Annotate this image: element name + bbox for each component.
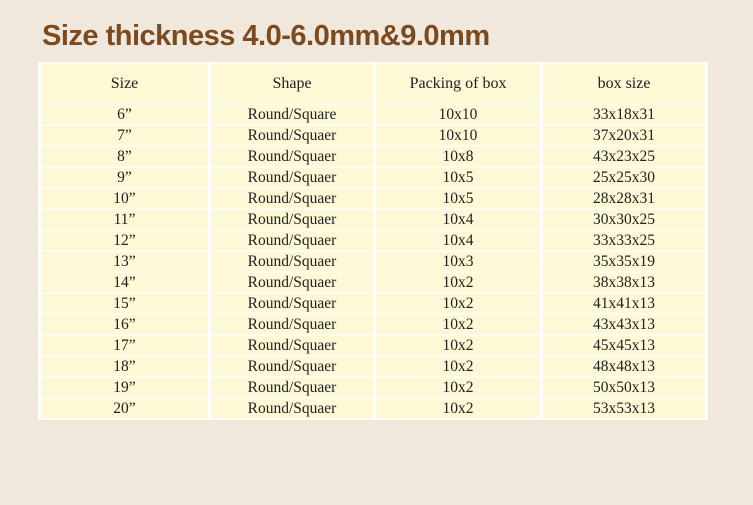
cell-shape: Round/Squaer bbox=[208, 166, 376, 189]
cell-size: 17” bbox=[38, 334, 211, 357]
cell-size: 9” bbox=[38, 166, 211, 189]
cell-shape: Round/Squaer bbox=[208, 355, 376, 378]
cell-packing-of-box: 10x10 bbox=[373, 103, 543, 126]
cell-packing-of-box: 10x2 bbox=[373, 334, 543, 357]
table-row: 7” Round/Squaer 10x10 37x20x31 bbox=[38, 124, 708, 147]
table-row: 16” Round/Squaer 10x2 43x43x13 bbox=[38, 313, 708, 336]
cell-box-size: 53x53x13 bbox=[540, 397, 708, 420]
page-title: Size thickness 4.0-6.0mm&9.0mm bbox=[42, 20, 490, 52]
cell-packing-of-box: 10x2 bbox=[373, 376, 543, 399]
cell-packing-of-box: 10x5 bbox=[373, 166, 543, 189]
cell-size: 14” bbox=[38, 271, 211, 294]
cell-shape: Round/Squaer bbox=[208, 334, 376, 357]
cell-shape: Round/Squaer bbox=[208, 187, 376, 210]
cell-shape: Round/Squaer bbox=[208, 208, 376, 231]
table-row: 11” Round/Squaer 10x4 30x30x25 bbox=[38, 208, 708, 231]
table-body: 6” Round/Square 10x10 33x18x31 7” Round/… bbox=[38, 103, 708, 420]
cell-size: 10” bbox=[38, 187, 211, 210]
table-row: 12” Round/Squaer 10x4 33x33x25 bbox=[38, 229, 708, 252]
cell-shape: Round/Squaer bbox=[208, 250, 376, 273]
cell-box-size: 43x43x13 bbox=[540, 313, 708, 336]
cell-size: 13” bbox=[38, 250, 211, 273]
cell-shape: Round/Squaer bbox=[208, 229, 376, 252]
cell-box-size: 25x25x30 bbox=[540, 166, 708, 189]
cell-packing-of-box: 10x4 bbox=[373, 229, 543, 252]
table-row: 14” Round/Squaer 10x2 38x38x13 bbox=[38, 271, 708, 294]
cell-shape: Round/Squaer bbox=[208, 376, 376, 399]
cell-box-size: 38x38x13 bbox=[540, 271, 708, 294]
cell-packing-of-box: 10x2 bbox=[373, 355, 543, 378]
cell-size: 19” bbox=[38, 376, 211, 399]
table-row: 13” Round/Squaer 10x3 35x35x19 bbox=[38, 250, 708, 273]
table-row: 8” Round/Squaer 10x8 43x23x25 bbox=[38, 145, 708, 168]
cell-packing-of-box: 10x10 bbox=[373, 124, 543, 147]
cell-packing-of-box: 10x2 bbox=[373, 271, 543, 294]
cell-shape: Round/Squaer bbox=[208, 292, 376, 315]
table-row: 15” Round/Squaer 10x2 41x41x13 bbox=[38, 292, 708, 315]
size-table: Size Shape Packing of box box size 6” Ro… bbox=[38, 62, 708, 420]
cell-box-size: 43x23x25 bbox=[540, 145, 708, 168]
cell-shape: Round/Squaer bbox=[208, 124, 376, 147]
cell-box-size: 30x30x25 bbox=[540, 208, 708, 231]
cell-box-size: 48x48x13 bbox=[540, 355, 708, 378]
cell-box-size: 37x20x31 bbox=[540, 124, 708, 147]
cell-size: 16” bbox=[38, 313, 211, 336]
column-header-packing-of-box: Packing of box bbox=[373, 62, 543, 105]
table-row: 17” Round/Squaer 10x2 45x45x13 bbox=[38, 334, 708, 357]
cell-size: 18” bbox=[38, 355, 211, 378]
cell-packing-of-box: 10x2 bbox=[373, 397, 543, 420]
table-row: 6” Round/Square 10x10 33x18x31 bbox=[38, 103, 708, 126]
cell-box-size: 28x28x31 bbox=[540, 187, 708, 210]
table-header-row: Size Shape Packing of box box size bbox=[38, 62, 708, 105]
table-row: 18” Round/Squaer 10x2 48x48x13 bbox=[38, 355, 708, 378]
cell-shape: Round/Squaer bbox=[208, 397, 376, 420]
table-row: 19” Round/Squaer 10x2 50x50x13 bbox=[38, 376, 708, 399]
column-header-size: Size bbox=[38, 62, 211, 105]
cell-shape: Round/Squaer bbox=[208, 313, 376, 336]
cell-box-size: 50x50x13 bbox=[540, 376, 708, 399]
cell-box-size: 41x41x13 bbox=[540, 292, 708, 315]
cell-size: 20” bbox=[38, 397, 211, 420]
cell-size: 6” bbox=[38, 103, 211, 126]
cell-packing-of-box: 10x4 bbox=[373, 208, 543, 231]
cell-packing-of-box: 10x2 bbox=[373, 313, 543, 336]
size-table-container: Size Shape Packing of box box size 6” Ro… bbox=[38, 62, 708, 420]
cell-size: 15” bbox=[38, 292, 211, 315]
cell-shape: Round/Squaer bbox=[208, 145, 376, 168]
cell-packing-of-box: 10x5 bbox=[373, 187, 543, 210]
cell-packing-of-box: 10x8 bbox=[373, 145, 543, 168]
table-row: 9” Round/Squaer 10x5 25x25x30 bbox=[38, 166, 708, 189]
cell-size: 12” bbox=[38, 229, 211, 252]
cell-shape: Round/Squaer bbox=[208, 271, 376, 294]
cell-box-size: 33x33x25 bbox=[540, 229, 708, 252]
cell-packing-of-box: 10x2 bbox=[373, 292, 543, 315]
cell-box-size: 35x35x19 bbox=[540, 250, 708, 273]
cell-size: 8” bbox=[38, 145, 211, 168]
column-header-box-size: box size bbox=[540, 62, 708, 105]
cell-packing-of-box: 10x3 bbox=[373, 250, 543, 273]
cell-shape: Round/Square bbox=[208, 103, 376, 126]
cell-box-size: 45x45x13 bbox=[540, 334, 708, 357]
table-row: 20” Round/Squaer 10x2 53x53x13 bbox=[38, 397, 708, 420]
cell-size: 11” bbox=[38, 208, 211, 231]
cell-size: 7” bbox=[38, 124, 211, 147]
column-header-shape: Shape bbox=[208, 62, 376, 105]
cell-box-size: 33x18x31 bbox=[540, 103, 708, 126]
table-row: 10” Round/Squaer 10x5 28x28x31 bbox=[38, 187, 708, 210]
